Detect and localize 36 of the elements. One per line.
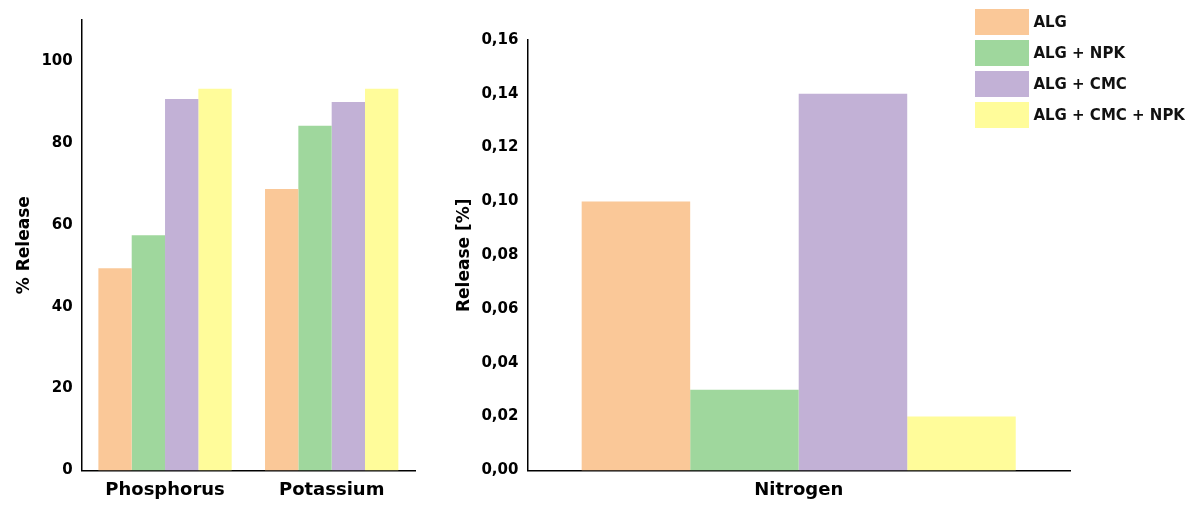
x-tick-label: Nitrogen — [754, 477, 844, 499]
y-tick-label: 0,16 — [481, 29, 519, 48]
y-tick-label: 0,14 — [481, 83, 519, 102]
bar — [98, 268, 132, 471]
y-tick-label: 40 — [51, 296, 73, 315]
y-tick-label: 0,06 — [481, 298, 519, 317]
legend-label: ALG + CMC — [1033, 74, 1127, 93]
y-tick-label: 80 — [51, 132, 73, 151]
x-tick-label: Potassium — [278, 477, 385, 499]
y-tick-label: 100 — [41, 50, 73, 69]
y-tick-label: 20 — [51, 378, 73, 397]
legend-label: ALG — [1033, 12, 1067, 31]
y-tick-label: 60 — [51, 214, 73, 233]
y-tick-label: 0,02 — [481, 406, 519, 425]
y-tick-label: 0,12 — [481, 137, 519, 156]
bar — [131, 235, 166, 471]
bar — [198, 88, 232, 471]
y-tick-label: 0,10 — [481, 191, 519, 210]
bar — [365, 88, 399, 471]
bar — [298, 125, 332, 471]
y-tick-label: 0,04 — [481, 352, 519, 371]
legend-label: ALG + CMC + NPK — [1033, 105, 1185, 124]
bar — [581, 201, 691, 471]
bar — [265, 189, 299, 471]
y-tick-label: 0,00 — [481, 460, 519, 479]
y-axis-title: Release [%] — [452, 198, 473, 312]
bar — [907, 416, 1016, 471]
x-tick-label: Phosphorus — [105, 477, 225, 499]
bar — [798, 93, 908, 471]
bar — [690, 389, 799, 471]
bar — [165, 99, 199, 471]
y-tick-label: 0 — [62, 460, 73, 479]
bar — [331, 101, 366, 471]
legend-label: ALG + NPK — [1033, 43, 1126, 62]
y-tick-label: 0,08 — [481, 245, 519, 264]
y-axis-title: % Release — [12, 196, 33, 295]
